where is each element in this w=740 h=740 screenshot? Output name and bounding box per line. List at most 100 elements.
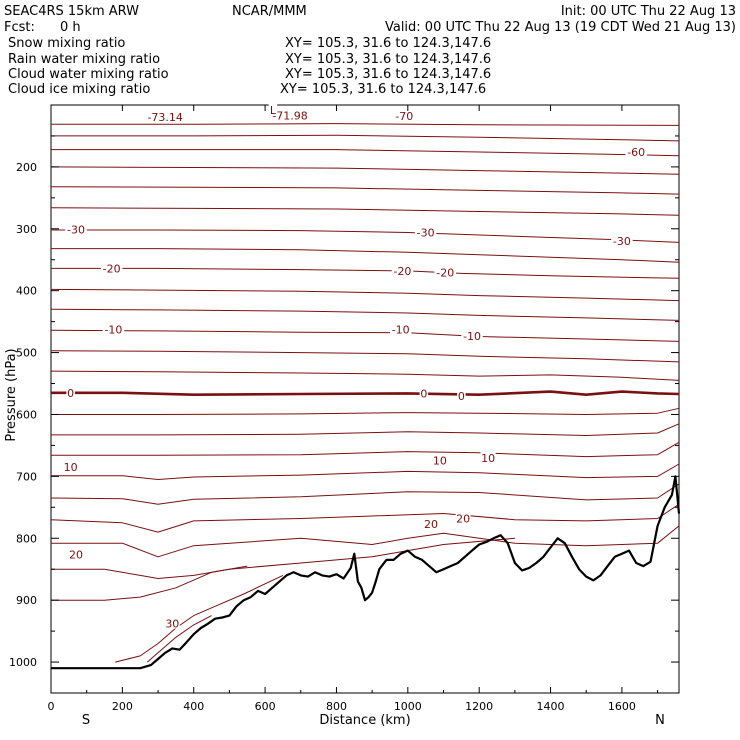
contour-line [51,565,248,601]
contour-line [51,407,680,415]
contour-label-bg [423,518,439,530]
legend-xy-rain: XY= 105.3, 31.6 to 124.3,147.6 [285,52,491,67]
legend-xy-cloud-water: XY= 105.3, 31.6 to 124.3,147.6 [285,67,491,82]
contour-label-bg [457,389,466,401]
contour-line [51,423,680,436]
contour-line [51,441,680,458]
contour-label-bg [480,451,496,463]
y-tick-label: 1000 [9,656,37,669]
contour-label: 0 [420,387,427,400]
contour-label-bg [68,548,84,560]
contour-line [51,525,680,558]
contour-label: -73.14 [147,111,182,124]
contour-label: -70 [395,110,413,123]
contour-label: -30 [613,235,631,248]
x-axis-ticks: 0 200 400 600 800 1000 1200 1400 1600 [48,105,659,713]
contour-label: -20 [103,262,121,275]
contour-label: 20 [69,548,83,561]
legend-xy-snow: XY= 105.3, 31.6 to 124.3,147.6 [285,36,491,51]
plot-frame [50,104,680,694]
fcst-value: 0 h [60,20,81,35]
model-title: SEAC4RS 15km ARW [4,4,139,19]
terrain-profile [51,475,681,670]
contour-label-bg [432,454,448,466]
contour-label-bg [102,323,125,335]
contour-label-bg [100,262,123,274]
legend-label-snow: Snow mixing ratio [8,36,125,51]
contour-line [51,134,680,142]
contour-line [51,267,680,279]
contour-label-bg [419,387,429,399]
contour-line [50,483,680,505]
contour-label-bg [269,109,311,121]
y-tick-label: 200 [16,161,37,174]
contour-label-bg [164,617,180,629]
contour-label-bg [611,235,633,247]
contour-label-bg [414,226,437,238]
direction-south-label: S [82,713,90,728]
y-tick-label: 400 [16,285,37,298]
contour-label: -60 [627,146,645,159]
contour-line [51,248,680,263]
contour-label: -30 [67,223,85,236]
contour-label: 0 [458,390,465,403]
contour-label: 10 [481,452,495,465]
y-tick-label: 900 [16,594,37,607]
y-tick-label: 600 [16,408,37,421]
contour-line [51,463,680,480]
contour-line [50,329,680,342]
contour-label: L [270,104,277,117]
fcst-label: Fcst: [4,20,35,35]
contour-label-bg [393,110,415,122]
contour-line [50,350,680,363]
contour-labels: -73.14 -71.98L -70 -60 -30 -30 -30 -20 -20 -20 -10… [63,103,647,631]
contour-label: 30 [165,618,179,631]
y-tick-label: 700 [16,470,37,483]
contour-line [50,370,680,381]
legend-label-cloud-water: Cloud water mixing ratio [8,67,169,82]
contour-label-bg [625,146,647,158]
direction-north-label: N [655,713,665,728]
contour-line [50,308,680,321]
contour-line-zero [51,390,680,397]
contour-line [50,186,680,195]
valid-time: Valid: 00 UTC Thu 22 Aug 13 (19 CDT Wed … [385,20,736,35]
contour-line [51,149,680,157]
contour-label-bg [268,103,278,115]
contour-label: 20 [456,512,470,525]
contour-line [146,615,212,663]
contour-line [50,288,680,302]
x-tick-label: 1000 [394,700,422,713]
x-tick-label: 1400 [537,700,565,713]
contour-label-bg [455,512,471,524]
contour-line [51,229,680,243]
x-axis-label: Distance (km) [319,713,410,728]
init-time: Init: 00 UTC Thu 22 Aug 13 [561,4,736,19]
contour-line [50,166,680,175]
contour-label: -20 [393,265,411,278]
contour-label: -10 [104,324,122,337]
contour-label: 0 [67,387,74,400]
x-tick-label: 1200 [465,700,493,713]
legend-xy-cloud-ice: XY= 105.3, 31.6 to 124.3,147.6 [280,82,486,97]
y-tick-label: 300 [16,223,37,236]
y-tick-label: 500 [16,347,37,360]
contour-line [115,574,284,663]
legend-label-cloud-ice: Cloud ice mixing ratio [8,82,150,97]
contour-label: -10 [392,324,410,337]
contour-label-bg [434,266,457,278]
contour-label-bg [391,264,414,276]
contour-label-bg [389,323,412,335]
center-label: NCAR/MMM [232,4,307,19]
contour-line [50,503,680,533]
y-axis-label: Pressure (hPa) [4,348,19,441]
x-tick-label: 600 [255,700,276,713]
x-tick-label: 1600 [608,700,636,713]
contour-label: -10 [463,330,481,343]
contour-label-bg [144,110,186,122]
x-tick-label: 0 [48,700,55,713]
contour-label-bg [461,329,483,341]
contour-lines [50,123,680,663]
